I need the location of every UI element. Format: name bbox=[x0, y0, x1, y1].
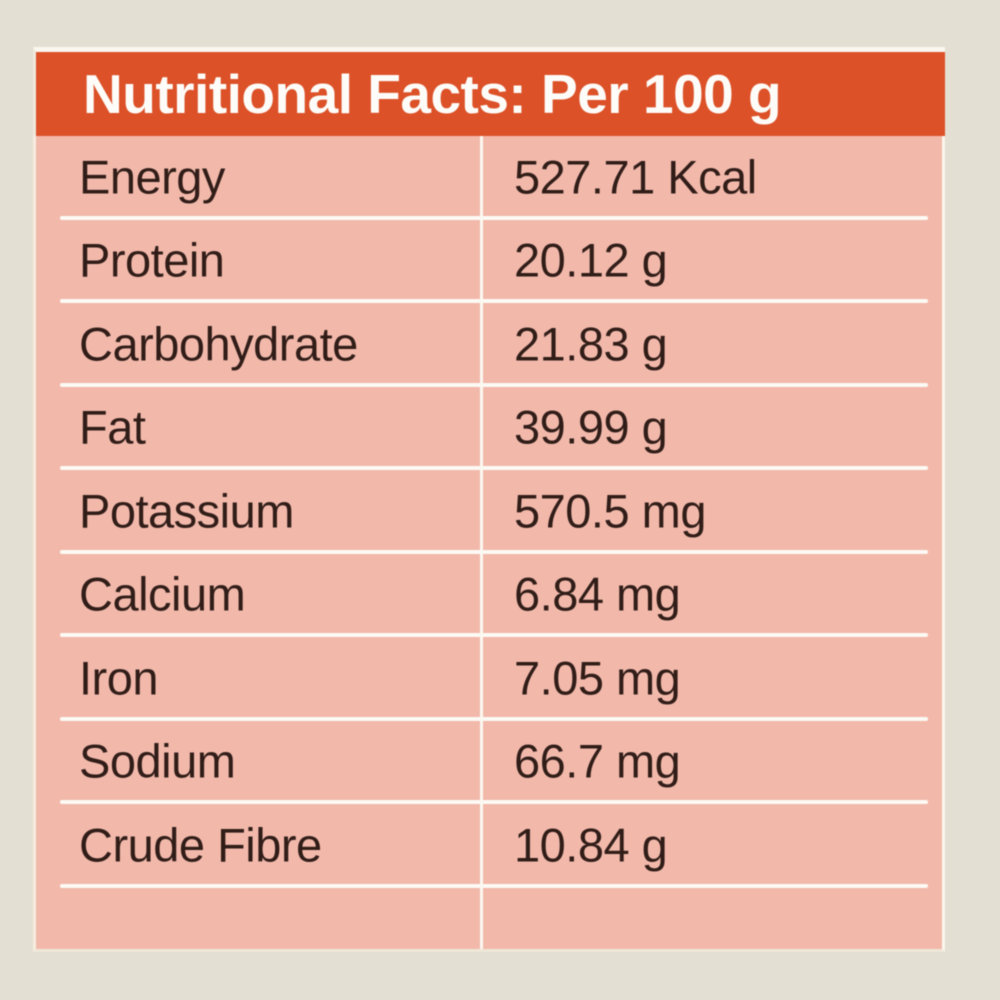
column-divider bbox=[480, 136, 483, 949]
nutrient-value: 7.05 mg bbox=[514, 651, 681, 705]
nutrient-value: 570.5 mg bbox=[514, 484, 706, 538]
row-separator bbox=[60, 549, 928, 554]
row-separator bbox=[60, 633, 928, 637]
table-row: Crude Fibre 10.84 g bbox=[36, 804, 942, 888]
nutrient-value: 6.84 mg bbox=[514, 567, 681, 621]
table-row-empty bbox=[36, 888, 942, 948]
nutrient-value: 66.7 mg bbox=[514, 734, 681, 788]
table-row: Potassium 570.5 mg bbox=[36, 470, 942, 554]
table-row: Iron 7.05 mg bbox=[36, 637, 942, 721]
nutrient-label: Iron bbox=[79, 651, 159, 705]
nutrient-label: Potassium bbox=[79, 484, 294, 538]
table-row: Protein 20.12 g bbox=[36, 220, 942, 303]
nutrient-label: Crude Fibre bbox=[79, 818, 322, 872]
table-row: Energy 527.71 Kcal bbox=[36, 136, 942, 220]
nutrient-value: 21.83 g bbox=[514, 317, 668, 371]
row-separator bbox=[60, 716, 928, 721]
table-row: Fat 39.99 g bbox=[36, 387, 942, 470]
nutrient-value: 527.71 Kcal bbox=[514, 150, 757, 204]
nutrient-value: 10.84 g bbox=[514, 818, 668, 872]
row-separator bbox=[60, 883, 928, 888]
nutrition-label-header: Nutritional Facts: Per 100 g bbox=[33, 47, 945, 136]
row-separator bbox=[60, 800, 928, 804]
nutrient-label: Protein bbox=[79, 233, 225, 287]
nutrient-label: Carbohydrate bbox=[79, 317, 358, 371]
table-row: Carbohydrate 21.83 g bbox=[36, 303, 942, 387]
nutrient-label: Sodium bbox=[79, 734, 236, 788]
nutrition-label-title: Nutritional Facts: Per 100 g bbox=[83, 63, 782, 125]
nutrient-label: Calcium bbox=[79, 567, 246, 621]
row-separator bbox=[60, 299, 928, 303]
nutrient-value: 20.12 g bbox=[514, 233, 668, 287]
row-separator bbox=[60, 382, 928, 387]
nutrient-value: 39.99 g bbox=[514, 400, 668, 454]
nutrient-label: Fat bbox=[79, 400, 146, 454]
table-row: Calcium 6.84 mg bbox=[36, 554, 942, 637]
nutrition-table: Energy 527.71 Kcal Protein 20.12 g Carbo… bbox=[33, 136, 945, 952]
row-separator bbox=[60, 215, 928, 220]
table-row: Sodium 66.7 mg bbox=[36, 721, 942, 804]
nutrient-label: Energy bbox=[79, 150, 225, 204]
row-separator bbox=[60, 466, 928, 470]
nutrition-label: Nutritional Facts: Per 100 g Energy 527.… bbox=[33, 47, 945, 952]
